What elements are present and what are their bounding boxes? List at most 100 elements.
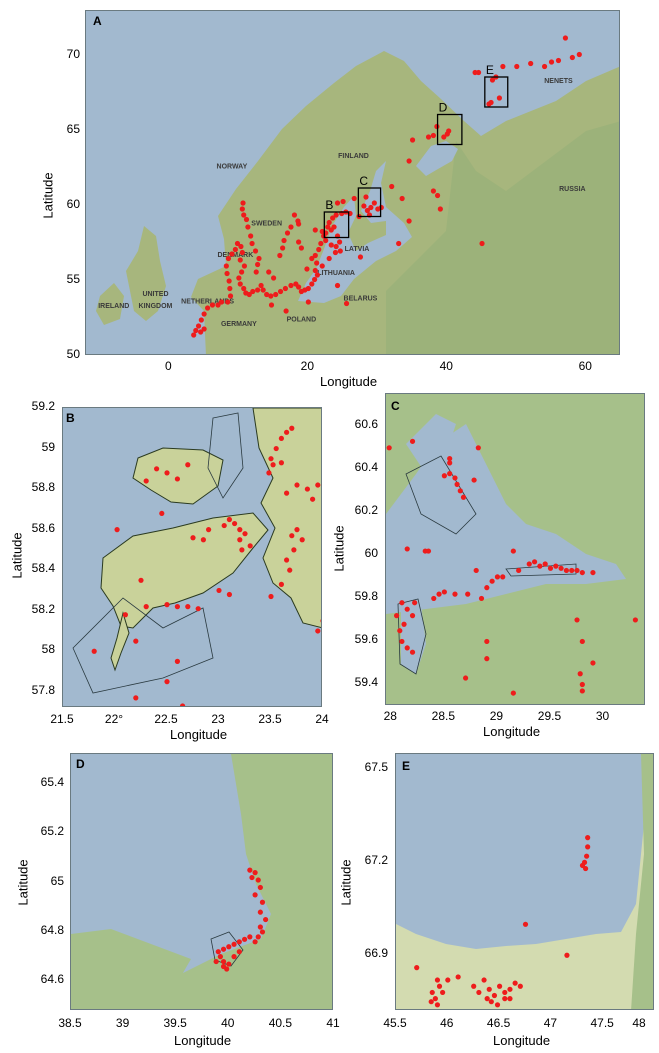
observation-point [164,470,170,476]
observation-point [206,527,212,533]
x-tick-label: 47 [543,1016,558,1030]
observation-point [409,649,416,655]
y-tick-label: 59.8 [354,589,378,604]
observation-point [590,660,596,666]
observation-point [221,522,227,529]
observation-point [259,899,266,905]
observation-point [399,638,405,645]
observation-point [296,221,302,227]
country-label: NENETS [544,78,573,85]
map-d-svg [71,754,332,1009]
protected-area-d [210,931,244,967]
observation-point [484,656,490,662]
observation-point [231,941,237,947]
y-tick-label: 59.6 [354,632,378,647]
y-tick-label: 55 [66,272,80,286]
observation-point [465,591,471,597]
observation-point [579,681,585,688]
y-axis-label-c: Latitude [331,525,347,572]
luga-bay [401,604,426,674]
land-e-right [631,754,653,1009]
observation-point [258,282,264,289]
land-britain [126,226,166,321]
observation-point [284,490,290,496]
observation-point [304,486,310,492]
observation-point [215,302,221,308]
observation-point [484,996,490,1002]
observation-point [486,986,492,992]
x-tick-label: 47.5 [590,1016,614,1030]
protected-area-b2 [207,412,244,499]
observation-point [484,638,490,645]
y-tick-label: 50 [66,347,80,361]
country-label: LITHUANIA [317,270,355,277]
observation-point [277,288,284,295]
observation-point [582,865,589,872]
x-tick-label: 40 [221,1016,235,1030]
x-tick-label: 41 [326,1016,340,1030]
observation-point [585,835,591,841]
y-tick-label: 64.6 [40,972,64,987]
observation-point [452,591,458,597]
observation-point [315,482,321,488]
protected-area-c2 [505,563,577,577]
observation-point [475,69,482,76]
y-tick-label: 60.4 [354,460,378,475]
observation-point [252,248,259,254]
observation-point [298,288,304,295]
vyborg-bay [406,414,456,474]
land-sorve [110,611,130,672]
observation-point [311,276,318,283]
observation-point [218,299,225,305]
observation-point [512,980,518,986]
observation-point [368,204,374,211]
y-tick-label: 58.8 [31,480,55,495]
observation-point [462,675,469,681]
observation-point [396,240,402,247]
y-axis-label-a: Latitude [40,172,56,219]
observation-point [558,565,564,571]
observation-point [138,577,144,583]
observation-point [227,285,233,292]
observation-point [481,977,487,983]
observation-point [252,870,258,876]
observation-point [268,593,274,600]
observation-point [397,628,403,634]
observation-point [249,874,255,881]
observation-point [247,934,253,940]
observation-point [447,471,453,477]
observation-point [351,195,357,202]
observation-point [122,612,128,618]
observation-point [174,658,180,664]
observation-point [441,589,447,595]
observation-point [270,275,277,281]
observation-point [409,438,416,444]
observation-point [250,288,256,295]
observation-point [220,958,227,965]
observation-point [191,332,197,338]
observation-point [270,462,276,468]
x-tick-label: 39 [115,1016,130,1030]
observation-point [371,200,377,206]
observation-point [478,595,485,602]
observation-point [273,445,279,452]
observation-point [239,269,245,275]
observation-point [209,302,216,308]
observation-point [223,263,229,269]
observation-point [284,557,290,563]
observation-point [217,954,223,960]
observation-point [314,260,320,266]
x-axis-label-a: Longitude [320,374,378,389]
observation-point [455,974,461,980]
observation-point [406,218,412,224]
observation-point [412,600,418,606]
observation-point [434,192,441,199]
observation-point [361,203,367,209]
observation-point [574,567,580,574]
observation-point [310,496,316,502]
observation-point [334,200,341,206]
x-axis-label-b: Longitude [170,727,228,742]
y-axis-label-d: Latitude [15,859,31,906]
land-hiiumaa [132,447,224,505]
observation-point [255,261,261,268]
